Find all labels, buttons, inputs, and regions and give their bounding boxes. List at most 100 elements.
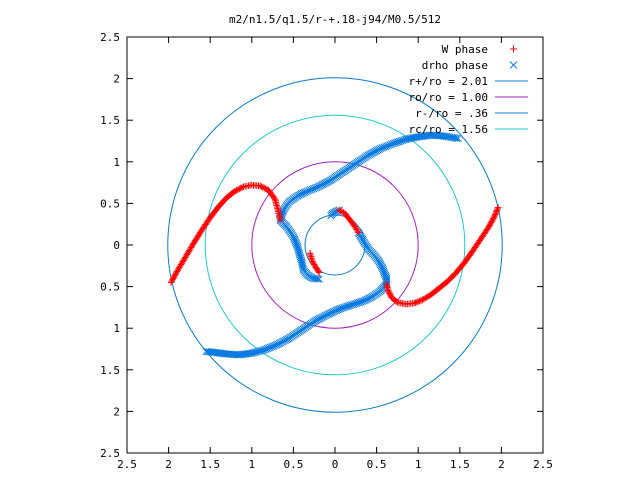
w-phase-point <box>180 257 187 264</box>
w-phase-point <box>491 211 499 218</box>
w-phase-point <box>186 247 193 254</box>
y-tick-label: 1.5 <box>100 364 120 377</box>
legend-label: r+/ro = 2.01 <box>409 75 488 88</box>
w-phase-point <box>421 294 429 302</box>
w-phase-point <box>189 241 197 249</box>
w-phase-point <box>262 185 269 193</box>
w-phase-point <box>392 298 400 305</box>
y-tick-label: 1.5 <box>100 114 120 127</box>
drho-phase-point <box>315 275 323 283</box>
y-tick-label: 2 <box>113 73 120 86</box>
legend-label: r-/ro = .36 <box>415 107 488 120</box>
w-phase-point <box>487 219 495 226</box>
w-phase-point <box>354 227 361 235</box>
w-phase-point <box>423 294 430 301</box>
w-phase-point <box>178 259 186 267</box>
data-points <box>167 131 502 359</box>
w-phase-point <box>179 258 187 266</box>
y-tick-label: 0.5 <box>100 197 120 210</box>
w-phase-point <box>351 223 359 230</box>
w-phase-point <box>171 272 179 279</box>
chart-title: m2/n1.5/q1.5/r-+.18-j94/M0.5/512 <box>229 13 441 26</box>
w-phase-point <box>490 213 498 221</box>
w-phase-point <box>259 184 267 191</box>
w-phase-point <box>315 269 323 276</box>
drho-phase-point <box>204 348 212 356</box>
w-phase-point <box>310 259 317 267</box>
legend-marker-sample <box>509 61 518 69</box>
legend-label: W phase <box>442 43 488 56</box>
drho-phase-point <box>452 134 461 142</box>
w-phase-point <box>176 262 184 270</box>
w-phase-point <box>177 261 185 268</box>
reference-circles <box>167 77 503 413</box>
x-tick-label: 2.5 <box>117 458 137 471</box>
y-tick-label: 2.5 <box>100 447 120 460</box>
w-phase-point <box>311 262 319 270</box>
w-phase-point <box>172 271 179 278</box>
w-phase-point <box>168 277 176 285</box>
w-phase-point <box>260 184 268 192</box>
w-phase-point <box>353 226 360 233</box>
w-phase-point <box>183 251 191 258</box>
y-tick-label: 0.5 <box>100 281 120 294</box>
x-tick-label: 0 <box>332 458 339 471</box>
w-phase-point <box>488 217 496 225</box>
x-tick-label: 1 <box>248 458 255 471</box>
w-phase-point <box>167 279 175 286</box>
w-phase-point <box>181 255 188 263</box>
w-phase-point <box>276 216 284 224</box>
legend-label: drho phase <box>422 59 488 72</box>
reference-circle-5 <box>204 114 466 376</box>
drho-phase-point <box>313 275 322 283</box>
y-tick-label: 2 <box>113 405 120 418</box>
w-phase-point <box>491 212 499 220</box>
w-phase-point <box>337 207 344 215</box>
w-phase-point <box>416 297 423 305</box>
w-phase-point <box>419 296 426 304</box>
w-phase-point <box>485 223 493 230</box>
x-tick-label: 2.5 <box>533 458 553 471</box>
w-phase-point <box>352 224 360 232</box>
x-tick-label: 0.5 <box>367 458 387 471</box>
x-tick-label: 0.5 <box>283 458 303 471</box>
w-phase-point <box>188 242 196 250</box>
w-phase-point <box>231 187 239 195</box>
w-phase-point <box>486 222 493 229</box>
w-phase-point <box>233 186 240 194</box>
w-phase-point <box>172 269 180 277</box>
w-phase-point <box>335 206 343 214</box>
x-tick-label: 1.5 <box>200 458 220 471</box>
drho-phase-point <box>327 212 335 220</box>
w-phase-point <box>173 268 181 275</box>
w-phase-point <box>310 261 318 268</box>
w-phase-point <box>417 297 425 304</box>
w-phase-point <box>187 244 195 251</box>
w-phase-point <box>489 215 497 222</box>
w-phase-point <box>185 248 192 256</box>
w-phase-point <box>170 273 178 281</box>
w-phase-point <box>414 298 422 305</box>
y-tick-label: 0 <box>113 239 120 252</box>
w-phase-point <box>354 229 362 236</box>
w-phase-point <box>492 209 500 217</box>
w-phase-point <box>315 267 322 275</box>
w-phase-point <box>420 295 428 303</box>
w-phase-point <box>175 265 182 273</box>
w-phase-point <box>309 258 316 265</box>
x-tick-label: 2 <box>165 458 172 471</box>
w-phase-point <box>493 208 500 216</box>
w-phase-point <box>494 205 501 213</box>
w-phase-point <box>174 266 182 274</box>
w-phase-point <box>338 208 346 216</box>
x-tick-label: 2 <box>498 458 505 471</box>
w-phase-point <box>494 204 502 211</box>
drho-phase-point <box>202 347 210 356</box>
w-phase-point <box>489 216 496 224</box>
w-phase-point <box>234 186 242 193</box>
legend-label: ro/ro = 1.00 <box>409 91 488 104</box>
w-phase-point <box>237 184 245 192</box>
w-phase-point <box>413 298 421 306</box>
reference-circle-2 <box>167 77 503 413</box>
w-phase-point <box>181 254 189 261</box>
